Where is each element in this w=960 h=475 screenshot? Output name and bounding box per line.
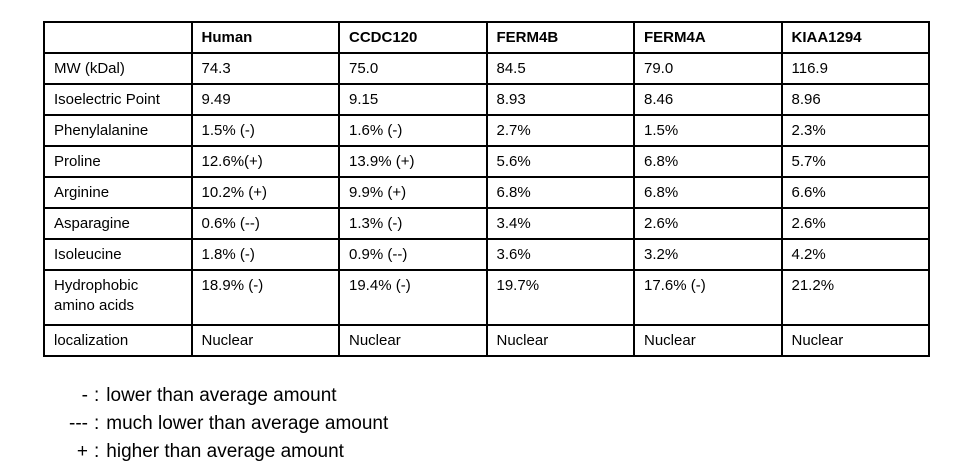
table-cell: 17.6% (-) [633,269,783,326]
row-label: Isoelectric Point [43,83,193,116]
legend-item-much-lower: --- : much lower than average amount [50,410,388,438]
table-row-isoleucine: Isoleucine 1.8% (-) 0.9% (--) 3.6% 3.2% … [43,238,930,271]
legend-description: much lower than average amount [106,413,389,434]
header-cell-ferm4a: FERM4A [633,21,783,54]
table-cell: 6.8% [633,176,783,209]
row-label: MW (kDal) [43,52,193,85]
row-label: Phenylalanine [43,114,193,147]
table-cell: 75.0 [338,52,488,85]
table-row-arginine: Arginine 10.2% (+) 9.9% (+) 6.8% 6.8% 6.… [43,176,930,209]
table-cell: 2.3% [780,114,930,147]
table-cell: 5.6% [485,145,635,178]
header-cell-ccdc120: CCDC120 [338,21,488,54]
table-cell: 2.7% [485,114,635,147]
table-cell: 8.96 [780,83,930,116]
legend-separator: : [94,413,100,434]
table-cell: 74.3 [190,52,340,85]
legend-separator: : [94,441,100,462]
legend-item-higher: + : higher than average amount [50,438,388,466]
table-cell: Nuclear [338,324,488,357]
table-cell: 2.6% [633,207,783,240]
legend-description: higher than average amount [106,441,344,462]
table-cell: 1.6% (-) [338,114,488,147]
table-cell: 84.5 [485,52,635,85]
legend-separator: : [94,385,100,406]
table-cell: 5.7% [780,145,930,178]
table-row-hydrophobic-amino-acids: Hydrophobic amino acids 18.9% (-) 19.4% … [43,269,930,326]
table-cell: 3.2% [633,238,783,271]
table-cell: 19.4% (-) [338,269,488,326]
table-cell: 6.8% [633,145,783,178]
table-cell: 8.46 [633,83,783,116]
table-cell: 18.9% (-) [190,269,340,326]
protein-comparison-table: Human CCDC120 FERM4B FERM4A KIAA1294 MW … [43,21,930,357]
table-cell: 4.2% [780,238,930,271]
table-cell: 19.7% [485,269,635,326]
legend-symbol: - [81,385,88,406]
table-cell: 116.9 [780,52,930,85]
table-cell: Nuclear [190,324,340,357]
table-cell: Nuclear [780,324,930,357]
table-cell: 9.9% (+) [338,176,488,209]
table-cell: Nuclear [633,324,783,357]
table-cell: 12.6%(+) [190,145,340,178]
row-label: Asparagine [43,207,193,240]
table-cell: 0.9% (--) [338,238,488,271]
header-row: Human CCDC120 FERM4B FERM4A KIAA1294 [43,21,930,54]
table-cell: 1.5% [633,114,783,147]
table-cell: 1.5% (-) [190,114,340,147]
table-cell: 9.15 [338,83,488,116]
row-label: Hydrophobic amino acids [43,269,193,326]
table-cell: 13.9% (+) [338,145,488,178]
table-cell: 9.49 [190,83,340,116]
table-cell: 8.93 [485,83,635,116]
legend-item-lower: - : lower than average amount [50,382,388,410]
legend-description: lower than average amount [106,385,337,406]
table-cell: 1.3% (-) [338,207,488,240]
table-cell: 10.2% (+) [190,176,340,209]
header-cell-kiaa1294: KIAA1294 [780,21,930,54]
symbol-legend: - : lower than average amount --- : much… [50,382,388,466]
header-cell-human: Human [190,21,340,54]
table-cell: 6.8% [485,176,635,209]
table-cell: 3.4% [485,207,635,240]
table-cell: 2.6% [780,207,930,240]
table-row-localization: localization Nuclear Nuclear Nuclear Nuc… [43,324,930,357]
table-cell: 0.6% (--) [190,207,340,240]
table-cell: 6.6% [780,176,930,209]
table-cell: 1.8% (-) [190,238,340,271]
table-cell: 3.6% [485,238,635,271]
row-label: localization [43,324,193,357]
row-label: Arginine [43,176,193,209]
table-row-proline: Proline 12.6%(+) 13.9% (+) 5.6% 6.8% 5.7… [43,145,930,178]
table-cell: Nuclear [485,324,635,357]
table-row-isoelectric-point: Isoelectric Point 9.49 9.15 8.93 8.46 8.… [43,83,930,116]
header-cell-ferm4b: FERM4B [485,21,635,54]
table-cell: 21.2% [780,269,930,326]
table-row-phenylalanine: Phenylalanine 1.5% (-) 1.6% (-) 2.7% 1.5… [43,114,930,147]
row-label: Proline [43,145,193,178]
table-row-asparagine: Asparagine 0.6% (--) 1.3% (-) 3.4% 2.6% … [43,207,930,240]
table-row-mw: MW (kDal) 74.3 75.0 84.5 79.0 116.9 [43,52,930,85]
legend-symbol: + [76,441,88,462]
header-cell-blank [43,21,193,54]
legend-symbol: --- [69,413,88,434]
row-label: Isoleucine [43,238,193,271]
table-cell: 79.0 [633,52,783,85]
